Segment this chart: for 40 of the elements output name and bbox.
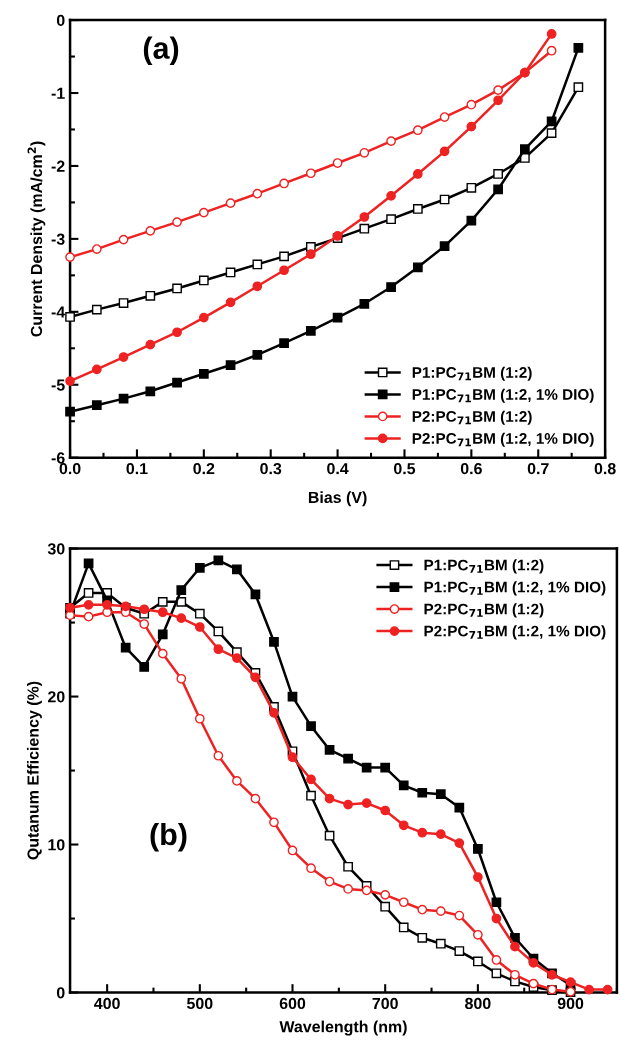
legend-label: P1:PC$_{71}$BM (1:2, 1% DIO) — [424, 581, 606, 596]
x-tick-label: 600 — [279, 997, 306, 1010]
x-tick-label: 0.2 — [193, 462, 215, 475]
y-tick-label: -4 — [51, 306, 66, 318]
x-axis-title: Wavelength (nm) — [279, 1020, 407, 1036]
legend-label: P1:PC$_{71}$BM (1:2) — [412, 366, 532, 381]
y-tick-label: -1 — [51, 87, 65, 99]
y-tick-label: -3 — [51, 233, 65, 245]
legend-label: P2:PC$_{71}$BM (1:2) — [424, 603, 544, 618]
y-tick-label: 30 — [47, 543, 65, 555]
x-tick-label: 700 — [372, 997, 398, 1010]
x-axis-title: Bias (V) — [308, 491, 367, 507]
x-tick-label: 0.4 — [327, 462, 349, 475]
y-axis-title: Qutanum Efficiency (%) — [26, 681, 42, 860]
y-axis-title: Current Density (mA/cm$^{2}$) — [27, 141, 46, 337]
x-tick-label: 0.5 — [394, 462, 416, 475]
x-tick-label: 0.0 — [59, 462, 81, 475]
legend-label: P2:PC$_{71}$BM (1:2) — [412, 410, 532, 425]
legend-label: P2:PC$_{71}$BM (1:2, 1% DIO) — [424, 625, 606, 640]
x-tick-label: 0.7 — [527, 462, 549, 475]
x-tick-label: 0.8 — [594, 462, 616, 475]
x-tick-label: 0.6 — [460, 462, 482, 475]
y-tick-label: 0 — [56, 14, 65, 27]
y-tick-label: -6 — [51, 452, 65, 464]
y-tick-label: -5 — [51, 379, 65, 391]
x-tick-label: 900 — [557, 997, 584, 1010]
y-tick-label: 20 — [47, 691, 65, 703]
y-tick-label: 10 — [48, 839, 65, 851]
annotation: (b) — [150, 822, 187, 852]
annotation: (a) — [143, 36, 179, 65]
x-tick-label: 0.3 — [260, 462, 282, 475]
y-tick-label: -2 — [51, 160, 65, 172]
legend-label: P2:PC$_{71}$BM (1:2, 1% DIO) — [412, 432, 594, 447]
y-tick-label: 0 — [56, 987, 65, 999]
legend-label: P1:PC$_{71}$BM (1:2) — [424, 559, 544, 574]
x-tick-label: 400 — [94, 997, 120, 1010]
x-tick-label: 0.1 — [126, 462, 148, 475]
legend-label: P1:PC$_{71}$BM (1:2, 1% DIO) — [412, 388, 594, 403]
x-tick-label: 800 — [465, 997, 491, 1010]
x-tick-label: 500 — [186, 997, 213, 1010]
